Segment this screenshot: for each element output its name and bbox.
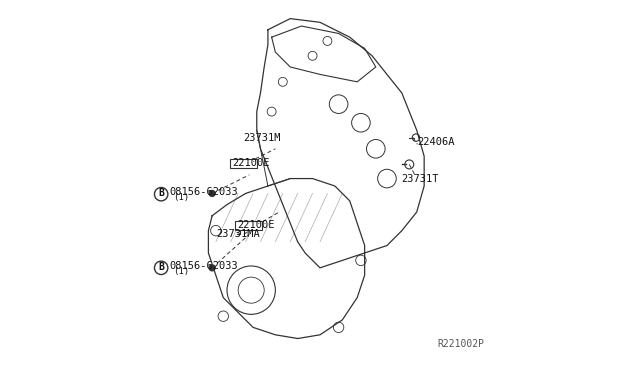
Circle shape [209,265,215,271]
Text: (1): (1) [173,193,189,202]
Text: 22406A: 22406A [417,137,455,147]
Text: 23731M: 23731M [244,132,281,142]
Text: 22100E: 22100E [237,219,275,230]
Text: 23731T: 23731T [401,174,438,184]
Text: 23731MA: 23731MA [216,229,260,239]
Text: 08156-62033: 08156-62033 [170,187,239,197]
FancyBboxPatch shape [230,159,257,168]
Text: R221002P: R221002P [438,339,485,349]
Text: B: B [159,262,164,272]
Text: 08156-62033: 08156-62033 [170,260,239,270]
Text: (1): (1) [173,267,189,276]
Circle shape [209,190,215,196]
Text: B: B [159,188,164,198]
FancyBboxPatch shape [235,221,262,230]
Text: 22100E: 22100E [232,158,269,168]
